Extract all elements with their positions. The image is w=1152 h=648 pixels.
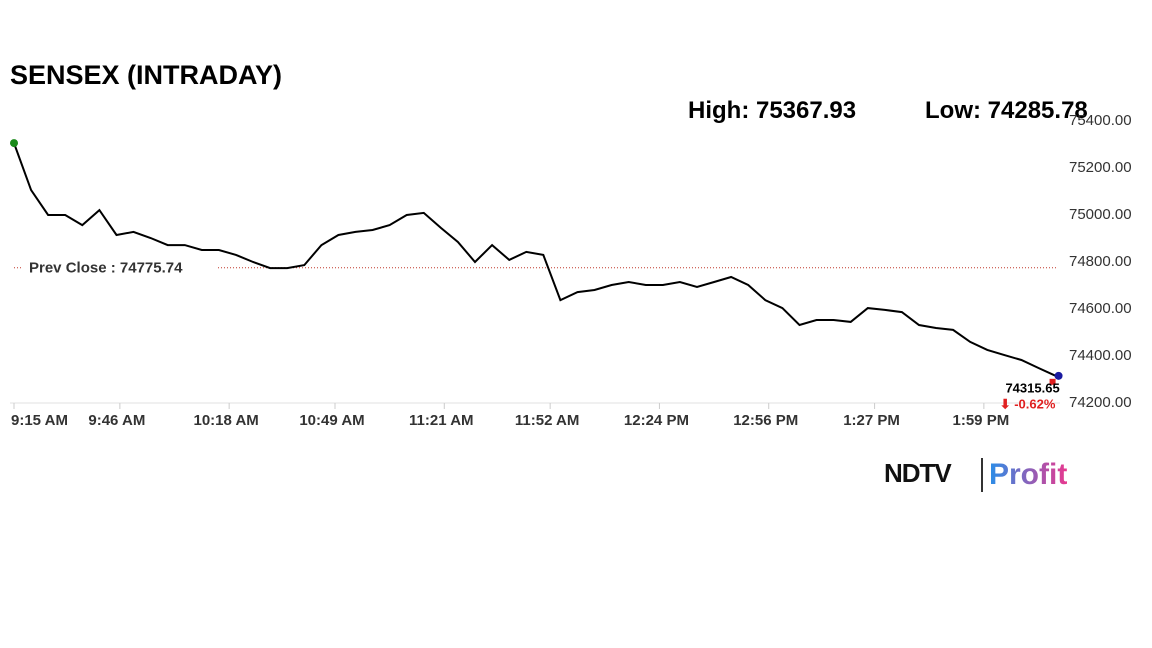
x-tick-label: 12:24 PM (624, 412, 689, 429)
x-tick-label: 9:46 AM (88, 412, 145, 429)
x-tick-label: 1:59 PM (953, 412, 1010, 429)
x-tick-label: 11:52 AM (515, 412, 579, 429)
y-tick-label: 75000.00 (1069, 206, 1132, 223)
prev-close-part: 74775.74 (116, 260, 183, 277)
x-tick-label: 12:56 PM (733, 412, 798, 429)
high-text: High: 75367.93 (688, 97, 856, 124)
x-tick-label: 10:18 AM (193, 412, 258, 429)
x-tick-label: 10:49 AM (299, 412, 364, 429)
x-tick-label: 11:21 AM (409, 412, 473, 429)
x-tick-label: 9:15 AM (11, 412, 68, 429)
y-tick-label: 74800.00 (1069, 253, 1132, 270)
y-tick-label: 74200.00 (1069, 394, 1132, 411)
y-tick-label: 75200.00 (1069, 159, 1132, 176)
end-dot (1054, 371, 1063, 380)
prev-close-bg (22, 256, 217, 279)
brand-left: NDTV (884, 458, 952, 488)
y-tick-label: 75400.00 (1069, 112, 1132, 129)
prev-close-text: Prev Close : 74775.74 (29, 260, 183, 277)
y-tick-label: 74400.00 (1069, 347, 1132, 364)
chart-title: SENSEX (INTRADAY) (10, 60, 282, 90)
price-line (13, 142, 1057, 377)
last-value: 74315.65 (1005, 380, 1059, 395)
low-label: Low: (925, 97, 981, 124)
end-marker (1049, 378, 1056, 385)
brand-right: Profit (989, 458, 1067, 491)
high-value: 75367.93 (756, 97, 856, 124)
high-label: High: (688, 97, 749, 124)
prev-close-part: Prev Close : (29, 260, 116, 277)
low-value: 74285.78 (988, 97, 1088, 124)
y-tick-label: 74600.00 (1069, 300, 1132, 317)
start-dot (10, 139, 18, 148)
x-tick-label: 1:27 PM (843, 412, 900, 429)
change-label: ⬇ -0.62% (1000, 396, 1056, 411)
low-text: Low: 74285.78 (925, 97, 1088, 124)
